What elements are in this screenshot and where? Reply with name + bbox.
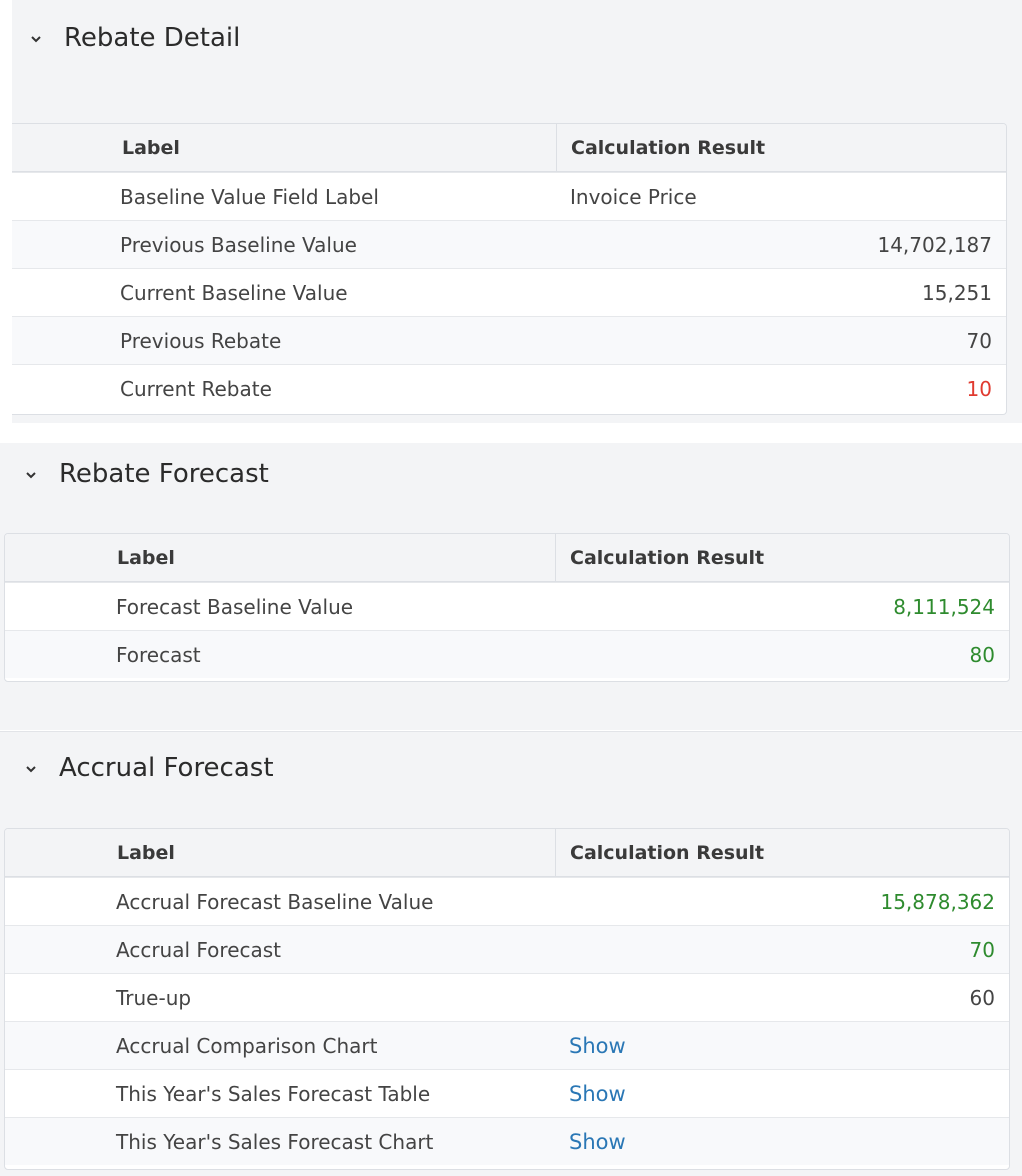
row-label: Current Rebate [120, 376, 272, 401]
column-header-label: Label [117, 841, 175, 864]
row-value: 70 [969, 937, 995, 962]
rebate-forecast-header[interactable]: Rebate Forecast [25, 456, 269, 492]
column-header-label: Label [122, 136, 180, 159]
row-label: True-up [116, 985, 192, 1010]
column-header-result: Calculation Result [555, 829, 1009, 876]
row-value: 14,702,187 [877, 232, 992, 257]
row-value: 8,111,524 [893, 594, 995, 619]
table-row: Previous Baseline Value 14,702,187 [12, 220, 1006, 268]
table-row: Accrual Forecast Baseline Value 15,878,3… [5, 877, 1009, 925]
row-label: Previous Rebate [120, 328, 282, 353]
table-row: True-up 60 [5, 973, 1009, 1021]
row-label: Accrual Forecast Baseline Value [116, 889, 434, 914]
table-row: Forecast Baseline Value 8,111,524 [5, 582, 1009, 630]
column-header-result: Calculation Result [556, 124, 1006, 171]
accrual-forecast-header[interactable]: Accrual Forecast [25, 750, 274, 786]
column-header-label: Label [117, 546, 175, 569]
section-title: Accrual Forecast [59, 753, 274, 783]
row-value: 10 [966, 376, 992, 401]
row-label: Previous Baseline Value [120, 232, 357, 257]
chevron-down-icon[interactable] [25, 468, 37, 480]
row-label: Current Baseline Value [120, 280, 348, 305]
table-header-row: Label Calculation Result [12, 124, 1006, 172]
row-value: Invoice Price [570, 184, 697, 209]
section-title: Rebate Detail [64, 23, 241, 53]
accrual-forecast-table: Label Calculation Result Accrual Forecas… [4, 828, 1010, 1170]
table-row: Current Rebate 10 [12, 364, 1006, 412]
table-row: Forecast 80 [5, 630, 1009, 678]
table-row: Previous Rebate 70 [12, 316, 1006, 364]
row-label: Accrual Forecast [116, 937, 282, 962]
row-value: 70 [966, 328, 992, 353]
column-header-result: Calculation Result [555, 534, 1009, 581]
row-value: 15,878,362 [880, 889, 995, 914]
rebate-forecast-table: Label Calculation Result Forecast Baseli… [4, 533, 1010, 682]
section-title: Rebate Forecast [59, 459, 269, 489]
row-label: Accrual Comparison Chart [116, 1033, 378, 1058]
row-label: This Year's Sales Forecast Chart [116, 1129, 434, 1154]
row-label: Forecast Baseline Value [116, 594, 354, 619]
table-row: Accrual Comparison Chart Show [5, 1021, 1009, 1069]
row-value: 60 [969, 985, 995, 1010]
table-row: Accrual Forecast 70 [5, 925, 1009, 973]
rebate-detail-table: Label Calculation Result Baseline Value … [12, 123, 1007, 415]
show-sales-forecast-chart-link[interactable]: Show [569, 1129, 626, 1154]
row-label: Baseline Value Field Label [120, 184, 379, 209]
table-row: This Year's Sales Forecast Chart Show [5, 1117, 1009, 1165]
table-header-row: Label Calculation Result [5, 534, 1009, 582]
row-value: 15,251 [922, 280, 992, 305]
chevron-down-icon[interactable] [25, 762, 37, 774]
table-row: Baseline Value Field Label Invoice Price [12, 172, 1006, 220]
row-label: Forecast [116, 642, 201, 667]
table-row: Current Baseline Value 15,251 [12, 268, 1006, 316]
rebate-detail-header[interactable]: Rebate Detail [30, 20, 240, 56]
row-label: This Year's Sales Forecast Table [116, 1081, 431, 1106]
show-accrual-comparison-chart-link[interactable]: Show [569, 1033, 626, 1058]
table-header-row: Label Calculation Result [5, 829, 1009, 877]
chevron-down-icon[interactable] [30, 32, 42, 44]
row-value: 80 [969, 642, 995, 667]
show-sales-forecast-table-link[interactable]: Show [569, 1081, 626, 1106]
table-row: This Year's Sales Forecast Table Show [5, 1069, 1009, 1117]
